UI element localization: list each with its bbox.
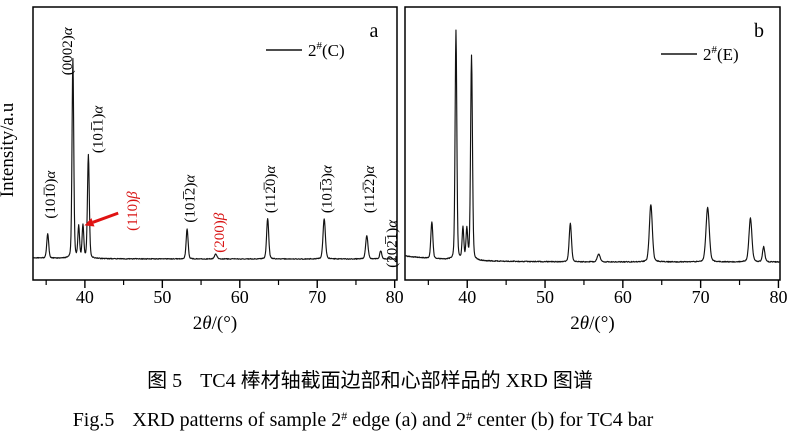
peak-label-beta: (200)β: [212, 212, 228, 253]
caption-english: Fig.5 XRD patterns of sample 2# edge (a) …: [0, 409, 726, 432]
panel-letter-b: b: [754, 20, 764, 42]
x-tick-label-a: 80: [386, 287, 404, 307]
y-axis-label: Intensity/a.u: [0, 102, 18, 197]
caption-en-part2: edge (a) and 2: [347, 409, 467, 431]
xrd-curve-a: [32, 57, 398, 260]
caption-zh-text: TC4 棒材轴截面边部和心部样品的 XRD 图谱: [200, 370, 593, 392]
peak-label-alpha: (202̅1)α: [385, 219, 401, 268]
plot-frame-a: [32, 6, 398, 281]
xrd-curve-b: [404, 29, 781, 263]
caption-en-fig-label: Fig.5: [72, 409, 115, 431]
x-tick-label-a: 40: [76, 287, 94, 307]
beta-peak-arrowhead: [84, 218, 95, 227]
plot-frame-b: [404, 6, 781, 281]
x-tick-label-a: 60: [231, 287, 249, 307]
x-axis-label-a: 2θ/(°): [193, 313, 237, 334]
caption-en-part1: XRD patterns of sample 2: [132, 409, 342, 431]
x-tick-label-a: 50: [153, 287, 171, 307]
x-tick-label-b: 50: [536, 287, 554, 307]
peak-label-beta: (110)β: [125, 191, 141, 231]
caption-en-sup1: #: [341, 409, 348, 423]
caption-en-part3: center (b) for TC4 bar: [472, 409, 654, 431]
peak-label-alpha: (0002)α: [60, 26, 76, 75]
x-tick-label-b: 60: [614, 287, 632, 307]
peak-label-alpha: (101̅0)α: [43, 170, 59, 219]
legend-label-b: 2#(E): [703, 44, 739, 64]
x-tick-label-b: 70: [692, 287, 710, 307]
panel-letter-a: a: [370, 20, 379, 42]
caption-en-sup2: #: [466, 409, 473, 423]
caption-chinese: 图 5 TC4 棒材轴截面边部和心部样品的 XRD 图谱: [0, 364, 740, 393]
peak-label-alpha: (112̅2)α: [362, 165, 378, 213]
legend-label-a: 2#(C): [308, 40, 345, 60]
x-axis-label-b: 2θ/(°): [570, 313, 614, 334]
xrd-plot-canvas: 40 50 60 70 80 2θ/(°) Intensity/a.u (101̅0)α (00…: [0, 6, 787, 334]
x-tick-label-b: 80: [769, 287, 787, 307]
peak-label-alpha: (101̅2)α: [182, 174, 198, 223]
x-tick-label-a: 70: [308, 287, 326, 307]
peak-label-alpha: (101̅3)α: [320, 164, 336, 213]
x-tick-label-b: 40: [458, 287, 476, 307]
caption-zh-fig-label: 图 5: [147, 370, 183, 392]
beta-peak-arrow: [92, 211, 119, 224]
peak-label-alpha: (101̅1)α: [90, 105, 106, 153]
peak-label-alpha: (112̅0)α: [263, 165, 279, 213]
